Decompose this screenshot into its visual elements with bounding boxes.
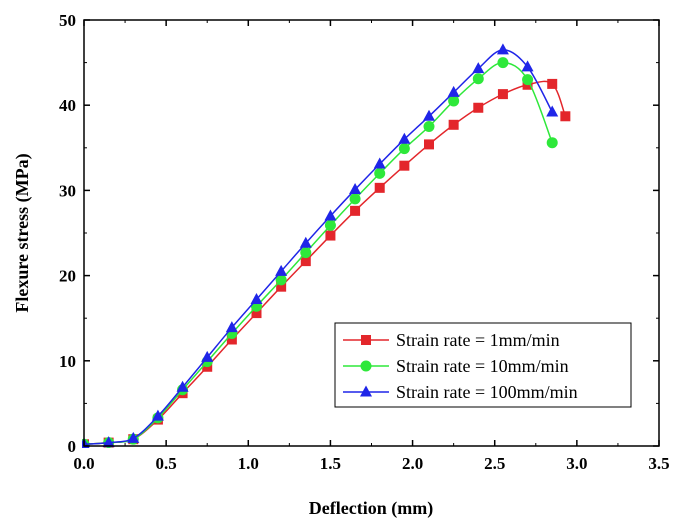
y-tick-label: 30 bbox=[59, 181, 76, 200]
data-point bbox=[521, 60, 534, 72]
data-point bbox=[398, 132, 411, 144]
data-point bbox=[226, 334, 237, 345]
ticks-layer bbox=[83, 19, 660, 447]
data-point bbox=[324, 219, 336, 231]
data-point bbox=[225, 321, 238, 333]
data-point bbox=[424, 139, 434, 150]
data-point bbox=[127, 431, 140, 443]
data-point bbox=[473, 102, 484, 113]
legend-label: Strain rate = 100mm/min bbox=[396, 382, 578, 402]
legend-marker bbox=[361, 335, 371, 345]
x-tick-label: 3.0 bbox=[566, 454, 587, 473]
legend-label: Strain rate = 10mm/min bbox=[396, 356, 569, 376]
data-point bbox=[374, 182, 385, 193]
data-point bbox=[250, 292, 263, 304]
labels-layer: 0.0 0.5 1.0 1.5 2.0 2.5 3.0 3.5 0 10 20 30 40 50 bbox=[59, 11, 670, 473]
y-tick-label: 40 bbox=[59, 96, 76, 115]
data-point bbox=[102, 436, 115, 448]
data-point bbox=[276, 281, 287, 292]
x-tick-label: 2.0 bbox=[402, 454, 423, 473]
data-point bbox=[448, 95, 460, 107]
data-point bbox=[300, 247, 312, 259]
data-point bbox=[251, 308, 262, 319]
data-point bbox=[324, 209, 337, 221]
data-point bbox=[547, 78, 558, 89]
data-point bbox=[325, 230, 336, 241]
data-point bbox=[447, 85, 460, 97]
data-point bbox=[423, 109, 435, 121]
data-point bbox=[275, 264, 288, 276]
data-point bbox=[374, 167, 386, 179]
x-tick-label: 1.0 bbox=[238, 454, 259, 473]
x-tick-label: 3.5 bbox=[648, 454, 669, 473]
data-point bbox=[201, 350, 214, 362]
data-point bbox=[496, 43, 509, 55]
x-axis-title: Deflection (mm) bbox=[309, 498, 433, 519]
legend-label: Strain rate = 1mm/min bbox=[396, 330, 560, 350]
legend-marker bbox=[360, 385, 372, 397]
data-point bbox=[472, 73, 484, 85]
y-tick-label: 0 bbox=[68, 437, 77, 456]
series-layer bbox=[82, 43, 571, 448]
data-point bbox=[349, 183, 362, 195]
legend-item: Strain rate = 1mm/min bbox=[343, 330, 560, 350]
data-point bbox=[399, 160, 410, 171]
legend-box bbox=[334, 322, 632, 408]
data-point bbox=[275, 274, 287, 286]
data-point bbox=[151, 409, 164, 421]
legend: Strain rate = 1mm/min Strain rate = 10mm/… bbox=[334, 322, 632, 408]
data-point bbox=[398, 143, 410, 155]
data-point bbox=[497, 57, 509, 69]
y-tick-label: 10 bbox=[59, 352, 76, 371]
legend-item: Strain rate = 100mm/min bbox=[343, 382, 578, 402]
data-point bbox=[350, 205, 361, 216]
y-axis-title: Flexure stress (MPa) bbox=[12, 153, 33, 312]
data-point bbox=[299, 236, 312, 248]
x-tick-label: 0.0 bbox=[73, 454, 94, 473]
data-point bbox=[546, 105, 559, 117]
x-tick-label: 1.5 bbox=[320, 454, 341, 473]
legend-item: Strain rate = 10mm/min bbox=[343, 356, 569, 376]
data-point bbox=[472, 62, 485, 74]
y-tick-label: 20 bbox=[59, 267, 76, 286]
x-tick-label: 2.5 bbox=[484, 454, 505, 473]
data-point bbox=[546, 137, 558, 149]
data-point bbox=[349, 193, 361, 205]
series-3 bbox=[82, 43, 559, 448]
data-point bbox=[300, 256, 311, 267]
data-point bbox=[448, 119, 459, 130]
data-point bbox=[423, 121, 435, 132]
data-point bbox=[522, 74, 534, 86]
data-point bbox=[497, 89, 508, 100]
data-point bbox=[176, 380, 189, 392]
data-point bbox=[560, 111, 571, 122]
y-tick-label: 50 bbox=[59, 11, 76, 30]
x-tick-label: 0.5 bbox=[156, 454, 177, 473]
legend-marker bbox=[360, 360, 372, 372]
data-point bbox=[373, 157, 386, 169]
